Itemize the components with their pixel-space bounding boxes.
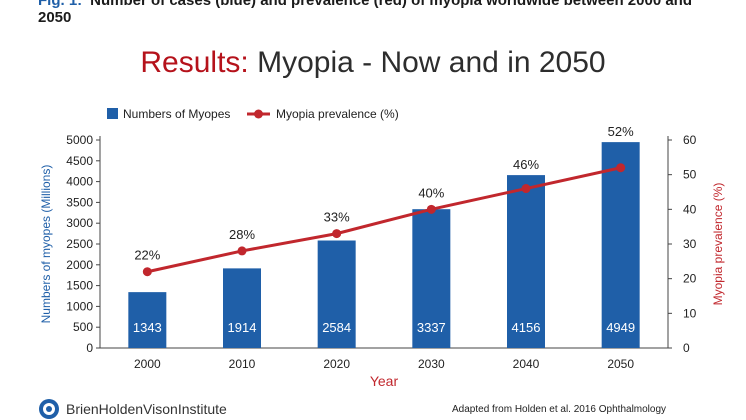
source-credit: Adapted from Holden et al. 2016 Ophthalm… <box>452 404 667 415</box>
prevalence-value-label: 46% <box>513 157 539 172</box>
left-axis-title: Numbers of myopes (Millions) <box>39 165 53 324</box>
slide-title-rest: Myopia - Now and in 2050 <box>248 46 606 79</box>
slide-title: Results: Myopia - Now and in 2050 <box>0 46 746 80</box>
left-tick-label: 4000 <box>66 175 93 189</box>
bar-value-label: 3337 <box>417 320 446 335</box>
figure-label: Fig. 1: <box>38 0 83 9</box>
x-axis-title: Year <box>370 373 399 389</box>
left-tick-label: 3000 <box>66 216 93 230</box>
bar-2030 <box>412 209 451 348</box>
right-tick-label: 10 <box>683 306 697 320</box>
left-tick-label: 500 <box>73 320 93 334</box>
left-tick-label: 5000 <box>66 133 93 147</box>
eye-logo-icon <box>39 399 59 419</box>
x-tick-label: 2010 <box>229 357 256 371</box>
institute-logo: BrienHoldenVisonInstitute <box>38 398 227 420</box>
institute-name: BrienHoldenVisonInstitute <box>66 401 227 417</box>
prevalence-point-2020 <box>332 229 342 239</box>
slide-title-accent: Results: <box>140 46 249 79</box>
prevalence-point-2010 <box>237 246 247 256</box>
bar-2020 <box>317 240 356 348</box>
prevalence-point-2040 <box>521 184 531 194</box>
right-tick-label: 60 <box>683 133 697 147</box>
prevalence-value-label: 33% <box>324 210 350 225</box>
bar-value-label: 4949 <box>606 320 635 335</box>
left-tick-label: 4500 <box>66 154 93 168</box>
right-axis-title: Myopia prevalence (%) <box>711 183 725 306</box>
prevalence-value-label: 28% <box>229 227 255 242</box>
left-tick-label: 1000 <box>66 299 93 313</box>
left-tick-label: 2000 <box>66 258 93 272</box>
prevalence-point-2050 <box>616 163 626 173</box>
left-tick-label: 3500 <box>66 195 93 209</box>
legend-bar-swatch <box>107 108 118 119</box>
bar-value-label: 1914 <box>228 320 257 335</box>
x-tick-label: 2050 <box>607 357 634 371</box>
legend-line-marker <box>254 109 263 119</box>
x-tick-label: 2040 <box>513 357 540 371</box>
prevalence-value-label: 40% <box>418 185 444 200</box>
bar-2000 <box>128 292 167 348</box>
right-tick-label: 50 <box>683 168 697 182</box>
right-tick-label: 20 <box>683 272 697 286</box>
right-tick-label: 30 <box>683 237 697 251</box>
bar-2050 <box>601 142 640 348</box>
left-tick-label: 2500 <box>66 237 93 251</box>
bar-value-label: 1343 <box>133 320 162 335</box>
prevalence-point-2000 <box>142 267 152 277</box>
bar-2010 <box>223 268 261 348</box>
prevalence-value-label: 52% <box>608 124 634 139</box>
right-tick-label: 0 <box>683 341 690 355</box>
legend-line-label: Myopia prevalence (%) <box>276 107 399 121</box>
x-tick-label: 2030 <box>418 357 445 371</box>
bar-value-label: 2584 <box>322 320 351 335</box>
legend-bar-label: Numbers of Myopes <box>123 107 230 121</box>
prevalence-value-label: 22% <box>134 248 160 263</box>
bar-2040 <box>507 175 545 348</box>
x-tick-label: 2000 <box>134 357 161 371</box>
left-tick-label: 0 <box>86 341 93 355</box>
x-tick-label: 2020 <box>323 357 350 371</box>
bar-value-label: 4156 <box>512 320 541 335</box>
right-tick-label: 40 <box>683 202 697 216</box>
prevalence-line <box>147 166 621 274</box>
figure-caption: Fig. 1: Number of cases (blue) and preval… <box>38 0 728 26</box>
prevalence-point-2030 <box>426 204 436 214</box>
left-tick-label: 1500 <box>66 279 93 293</box>
figure-caption-text: Number of cases (blue) and prevalence (r… <box>38 0 692 26</box>
